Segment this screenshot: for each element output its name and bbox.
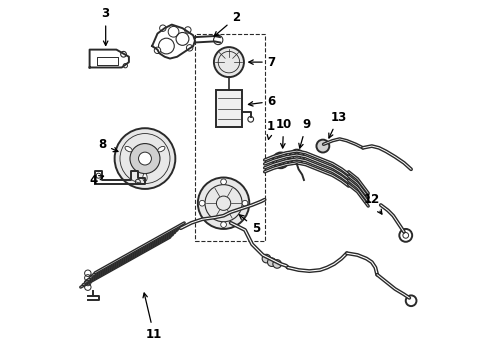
Text: 10: 10	[275, 118, 292, 148]
Circle shape	[242, 201, 248, 206]
Circle shape	[214, 47, 244, 77]
Circle shape	[268, 258, 276, 266]
Circle shape	[186, 45, 193, 51]
Ellipse shape	[158, 147, 165, 152]
Text: 6: 6	[248, 95, 276, 108]
Circle shape	[199, 201, 205, 206]
Circle shape	[198, 177, 249, 229]
Circle shape	[317, 140, 329, 153]
Ellipse shape	[125, 147, 132, 152]
Text: 13: 13	[329, 111, 347, 138]
Text: 12: 12	[364, 193, 382, 214]
Text: 8: 8	[98, 138, 118, 152]
Circle shape	[273, 153, 289, 168]
Text: 1: 1	[267, 120, 275, 139]
Text: 11: 11	[143, 293, 162, 341]
Bar	[195, 33, 265, 241]
Circle shape	[273, 260, 281, 268]
Text: 7: 7	[249, 55, 276, 69]
Circle shape	[160, 25, 166, 31]
Circle shape	[139, 152, 151, 165]
Circle shape	[115, 128, 175, 189]
Text: 5: 5	[239, 215, 260, 235]
Circle shape	[154, 47, 161, 54]
Circle shape	[220, 179, 226, 185]
Circle shape	[130, 144, 160, 174]
Text: 4: 4	[89, 174, 103, 186]
Text: 3: 3	[101, 8, 110, 45]
Bar	[216, 90, 242, 127]
Circle shape	[185, 27, 191, 33]
Text: 2: 2	[214, 11, 240, 36]
Text: 9: 9	[299, 118, 311, 148]
Ellipse shape	[143, 174, 147, 181]
Circle shape	[262, 254, 270, 263]
Circle shape	[220, 222, 226, 228]
Circle shape	[290, 150, 304, 164]
